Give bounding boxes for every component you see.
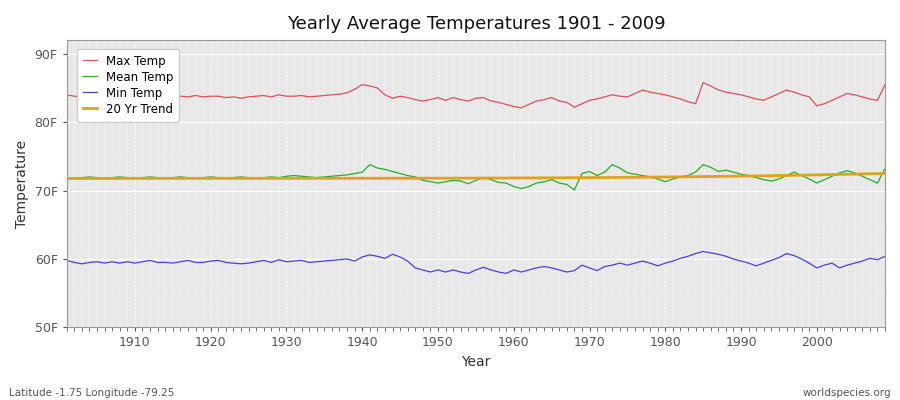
Mean Temp xyxy=(569,188,580,192)
X-axis label: Year: Year xyxy=(461,355,491,369)
Min Temp xyxy=(516,270,526,274)
Mean Temp xyxy=(516,186,526,191)
Max Temp xyxy=(607,92,617,97)
20 Yr Trend xyxy=(500,176,511,180)
Min Temp xyxy=(879,254,890,259)
Max Temp xyxy=(879,82,890,87)
Max Temp xyxy=(289,94,300,99)
20 Yr Trend xyxy=(289,176,300,181)
Min Temp xyxy=(508,268,519,272)
Max Temp xyxy=(516,106,526,110)
Mean Temp xyxy=(61,176,72,181)
Min Temp xyxy=(334,257,345,262)
Text: Latitude -1.75 Longitude -79.25: Latitude -1.75 Longitude -79.25 xyxy=(9,388,175,398)
Min Temp xyxy=(607,263,617,268)
Mean Temp xyxy=(122,175,132,180)
Mean Temp xyxy=(615,166,626,170)
Min Temp xyxy=(463,271,473,276)
Legend: Max Temp, Mean Temp, Min Temp, 20 Yr Trend: Max Temp, Mean Temp, Min Temp, 20 Yr Tre… xyxy=(76,49,179,122)
Line: Mean Temp: Mean Temp xyxy=(67,165,885,190)
Line: Min Temp: Min Temp xyxy=(67,252,885,273)
Max Temp xyxy=(698,80,708,85)
Mean Temp xyxy=(334,173,345,178)
Mean Temp xyxy=(508,184,519,189)
Max Temp xyxy=(500,102,511,107)
20 Yr Trend xyxy=(599,175,610,180)
Min Temp xyxy=(122,259,132,264)
20 Yr Trend xyxy=(334,176,345,181)
Y-axis label: Temperature: Temperature xyxy=(15,140,29,228)
Title: Yearly Average Temperatures 1901 - 2009: Yearly Average Temperatures 1901 - 2009 xyxy=(286,15,665,33)
Text: worldspecies.org: worldspecies.org xyxy=(803,388,891,398)
Mean Temp xyxy=(364,162,375,167)
Mean Temp xyxy=(289,173,300,178)
Line: 20 Yr Trend: 20 Yr Trend xyxy=(67,174,885,178)
Max Temp xyxy=(508,104,519,109)
Min Temp xyxy=(698,249,708,254)
20 Yr Trend xyxy=(61,176,72,181)
Mean Temp xyxy=(879,166,890,171)
Max Temp xyxy=(334,92,345,96)
Max Temp xyxy=(122,94,132,99)
Min Temp xyxy=(61,258,72,263)
Max Temp xyxy=(61,92,72,97)
20 Yr Trend xyxy=(879,171,890,176)
Line: Max Temp: Max Temp xyxy=(67,82,885,108)
20 Yr Trend xyxy=(122,176,132,181)
20 Yr Trend xyxy=(508,176,519,180)
Min Temp xyxy=(289,259,300,264)
